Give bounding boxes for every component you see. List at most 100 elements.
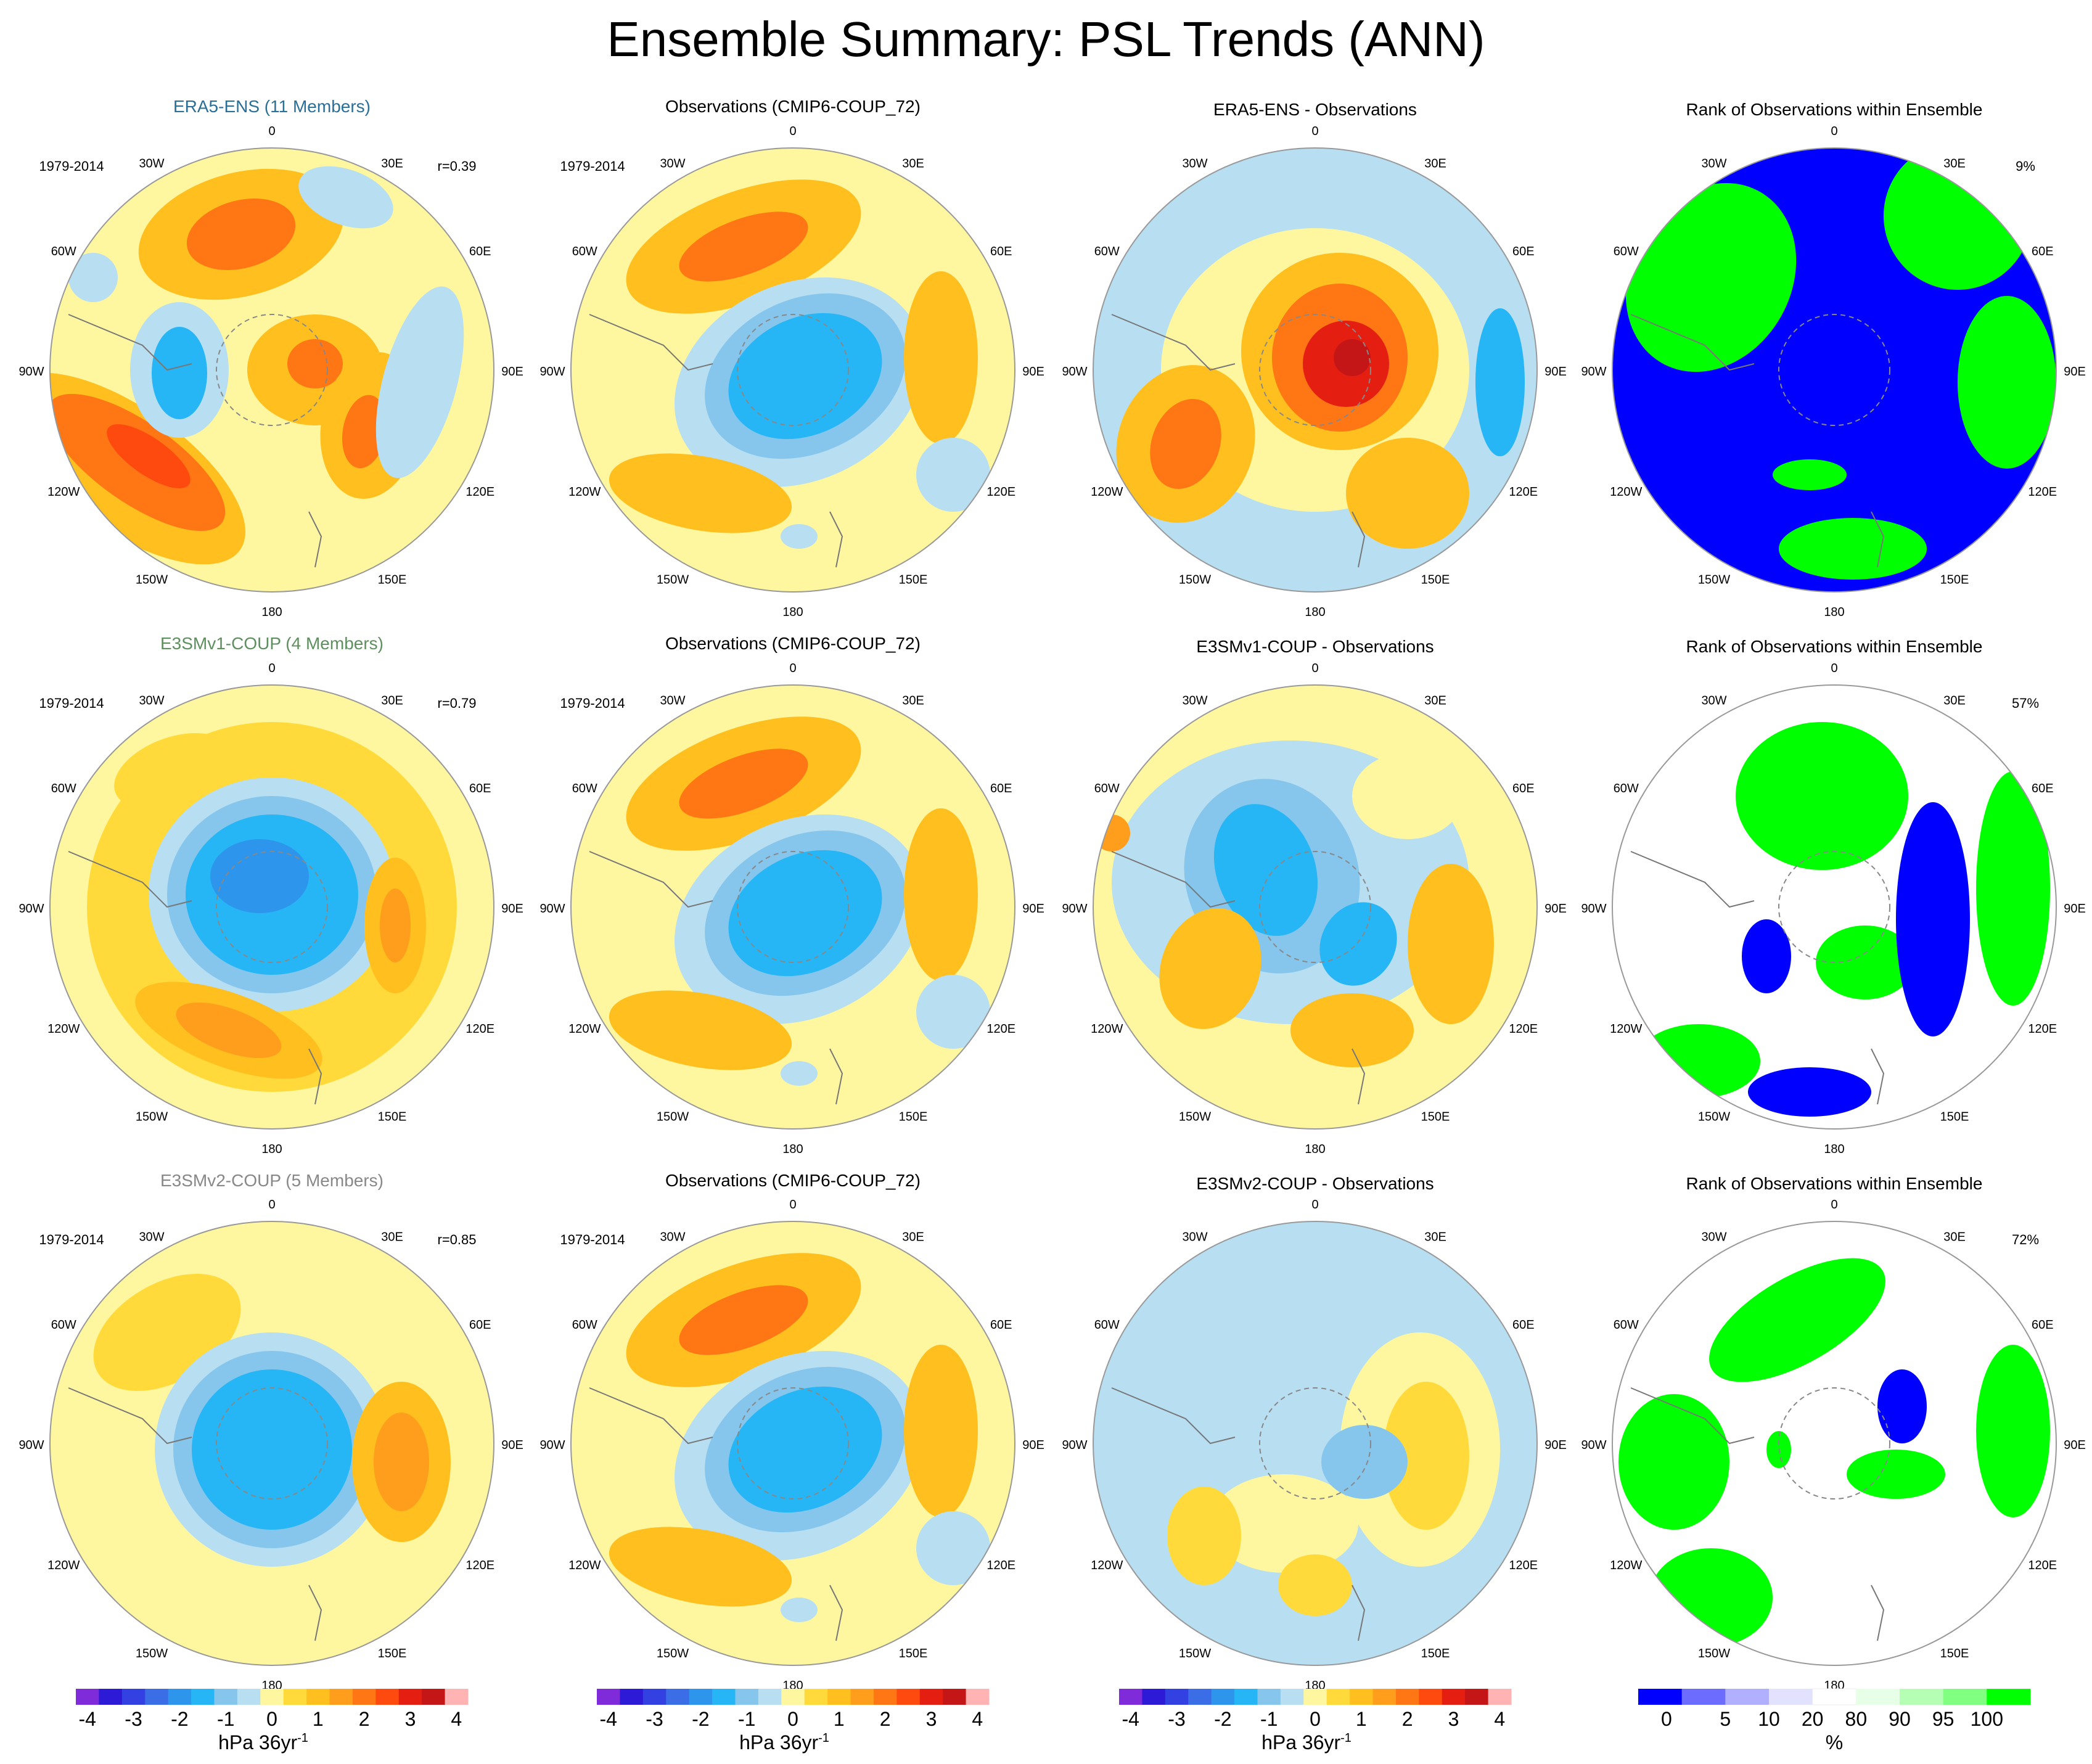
longitude-label: 30W (1701, 157, 1726, 170)
longitude-label: 90W (539, 365, 565, 379)
longitude-label: 120E (466, 1022, 494, 1036)
antarctica-outline (737, 1387, 849, 1499)
longitude-label: 30E (902, 694, 924, 707)
longitude-label: 30W (139, 694, 164, 707)
longitude-label: 60E (469, 782, 491, 795)
longitude-label: 60W (51, 245, 76, 258)
colorbar-tick: 95 (1932, 1708, 1955, 1730)
map-field (50, 1221, 494, 1665)
colorbar-swatch (758, 1689, 782, 1705)
field-region (1278, 1554, 1352, 1616)
colorbar-swatch (943, 1689, 967, 1705)
longitude-label: 120E (1509, 1559, 1538, 1572)
longitude-label: 30W (1182, 1230, 1207, 1244)
field-region (107, 424, 191, 489)
longitude-label: 150W (136, 1110, 168, 1124)
longitude-label: 60W (1614, 245, 1639, 258)
longitude-label: 90W (1062, 1438, 1087, 1452)
longitude-label: 0 (1311, 1198, 1318, 1212)
longitude-label: 60E (990, 245, 1012, 258)
antarctica-outline (737, 314, 849, 426)
longitude-label: 60W (572, 245, 597, 258)
longitude-label: 0 (1831, 125, 1837, 138)
field-region (1896, 802, 1970, 1036)
coastline (1111, 1387, 1236, 1445)
map-boundary (1612, 1221, 2057, 1666)
rank-percent-label: 72% (2012, 1232, 2039, 1247)
field-region (1167, 1487, 1241, 1585)
colorbar-swatch (76, 1689, 99, 1705)
antarctica-outline (216, 851, 328, 963)
coastline (829, 1048, 843, 1105)
longitude-label: 60E (2032, 245, 2054, 258)
longitude-label: 30W (1701, 694, 1726, 707)
rank-percent-label: 57% (2012, 695, 2039, 711)
longitude-label: 150W (1698, 1647, 1730, 1660)
colorbar-swatch (329, 1689, 353, 1705)
map-field (1612, 148, 2056, 592)
coastline (68, 1387, 192, 1445)
map-boundary (1093, 684, 1538, 1130)
colorbar-swatch (1280, 1689, 1304, 1705)
coastline (589, 314, 713, 371)
correlation-label: r=0.85 (438, 1232, 477, 1247)
longitude-label: 30E (381, 157, 403, 170)
coastline (308, 1585, 322, 1641)
colorbar-swatch (121, 1689, 146, 1705)
colorbar-swatch (214, 1689, 238, 1705)
field-region (1408, 864, 1494, 1024)
field-region (114, 733, 232, 810)
longitude-label: 60W (51, 1318, 76, 1332)
longitude-label: 90W (18, 902, 44, 916)
coastline (1352, 1048, 1366, 1105)
rank-percent-label: 9% (2016, 158, 2035, 174)
colorbar-tick: -2 (692, 1708, 709, 1730)
map-field (571, 1221, 1015, 1665)
map-boundary (570, 147, 1015, 593)
colorbar-tick: -3 (1168, 1708, 1185, 1730)
field-region (1352, 753, 1463, 839)
field-region (1319, 902, 1397, 986)
field-region (342, 395, 387, 469)
longitude-label: 150E (1940, 1647, 1969, 1660)
colorbar-tick: 4 (972, 1708, 983, 1730)
longitude-label: 90W (18, 365, 44, 379)
longitude-label: 120W (568, 485, 601, 499)
longitude-label: 120W (47, 1022, 80, 1036)
longitude-label: 90W (1062, 902, 1087, 916)
longitude-label: 120W (47, 485, 80, 499)
longitude-label: 90E (501, 1438, 523, 1452)
longitude-label: 60E (1512, 245, 1535, 258)
colorbar-tick: 1 (313, 1708, 324, 1730)
field-region (916, 438, 990, 512)
longitude-label: 180 (782, 1142, 803, 1156)
longitude-label: 30E (1424, 694, 1446, 707)
colorbar-swatch (666, 1689, 690, 1705)
colorbar-tick: -2 (171, 1708, 188, 1730)
colorbar-swatch (919, 1689, 943, 1705)
colorbar-swatch (1211, 1689, 1235, 1705)
antarctica-outline (216, 1387, 328, 1499)
field-region (186, 198, 296, 271)
colorbar-tick: 20 (1802, 1708, 1824, 1730)
colorbar-swatch (1442, 1689, 1466, 1705)
colorbar-swatch (422, 1689, 446, 1705)
longitude-label: 0 (268, 125, 275, 138)
colorbar-swatch (1395, 1689, 1419, 1705)
colorbar-swatch (712, 1689, 736, 1705)
field-region (1150, 399, 1221, 489)
longitude-label: 120E (466, 485, 494, 499)
colorbar-swatch (1769, 1689, 1813, 1705)
longitude-label: 120E (987, 1022, 1015, 1036)
observations-title: Observations (CMIP6-COUP_72) (665, 97, 921, 116)
field-region (1816, 925, 1914, 999)
colorbar-swatch (850, 1689, 874, 1705)
colorbar-tick: 2 (1402, 1708, 1413, 1730)
colorbar-tick: 80 (1845, 1708, 1868, 1730)
longitude-label: 60E (2032, 1318, 2054, 1332)
longitude-label: 150W (657, 1647, 689, 1660)
field-region (1321, 1425, 1408, 1499)
map-field (50, 148, 494, 592)
field-region (1625, 183, 1797, 372)
coastline (829, 1585, 843, 1641)
